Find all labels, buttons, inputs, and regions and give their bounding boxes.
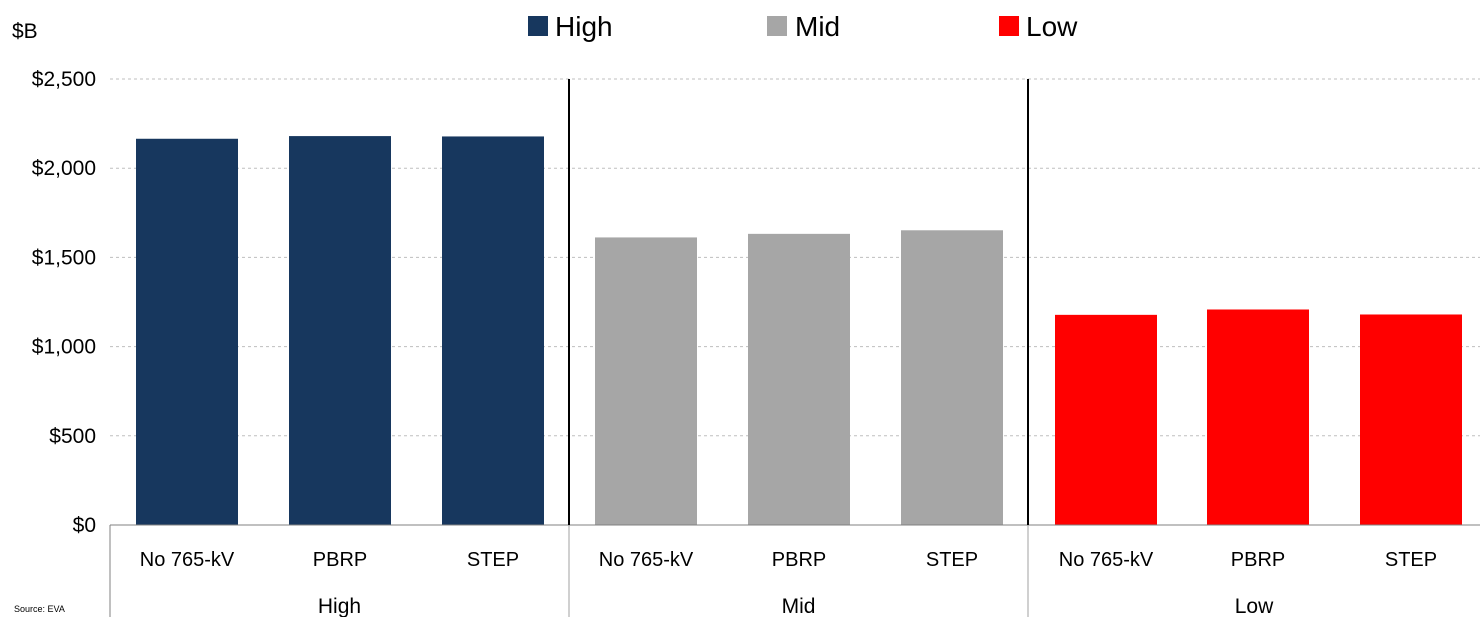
legend-label: Low [1026, 11, 1078, 42]
bars [136, 136, 1462, 526]
bar [748, 233, 850, 525]
x-category-label: No 765-kV [599, 549, 694, 571]
legend-swatch [528, 16, 548, 36]
y-tick-label: $500 [49, 425, 96, 448]
bar [289, 136, 391, 525]
x-category-label: No 765-kV [140, 549, 235, 571]
x-category-label: STEP [926, 549, 978, 571]
legend-swatch [767, 16, 787, 36]
x-category-label: PBRP [1231, 549, 1285, 571]
y-tick-label: $1,000 [32, 336, 96, 359]
y-tick-label: $2,000 [32, 157, 96, 180]
x-category-label: PBRP [313, 549, 367, 571]
y-tick-label: $1,500 [32, 246, 96, 269]
legend-label: Mid [795, 11, 840, 42]
bar [595, 237, 697, 526]
y-tick-label: $0 [73, 514, 96, 537]
bar [1055, 314, 1157, 525]
legend-label: High [555, 11, 613, 42]
y-tick-label: $2,500 [32, 68, 96, 91]
x-group-label: High [318, 595, 361, 617]
bar [1207, 309, 1309, 525]
axes [109, 79, 1480, 617]
bar [442, 136, 544, 525]
legend-swatch [999, 16, 1019, 36]
x-group-label: Mid [782, 595, 816, 617]
x-category-label: No 765-kV [1059, 549, 1154, 571]
x-category-labels: No 765-kV PBRP STEP High No 765-kV PBRP STEP Mi… [140, 549, 1437, 617]
y-axis-unit-label: $B [12, 20, 38, 43]
x-category-label: PBRP [772, 549, 826, 571]
x-group-label: Low [1235, 595, 1274, 617]
y-tick-labels: $0 $500 $1,000 $1,500 $2,000 $2,500 [32, 68, 96, 537]
bar [136, 138, 238, 525]
x-category-label: STEP [467, 549, 519, 571]
x-category-label: STEP [1385, 549, 1437, 571]
bar [1360, 314, 1462, 525]
source-note: Source: EVA [14, 604, 65, 614]
bar [901, 230, 1003, 525]
legend: High Mid Low [528, 11, 1078, 42]
